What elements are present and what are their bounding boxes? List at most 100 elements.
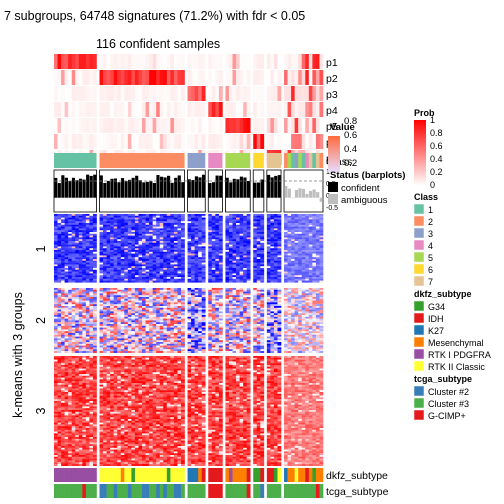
heatmap-cell bbox=[110, 253, 114, 256]
prob-cell bbox=[120, 102, 125, 117]
heatmap-cell bbox=[191, 262, 195, 265]
heatmap-cell bbox=[315, 244, 320, 247]
heatmap-cell bbox=[298, 232, 303, 234]
heatmap-cell bbox=[166, 343, 171, 346]
heatmap-cell bbox=[211, 221, 216, 224]
heatmap-cell bbox=[266, 275, 271, 278]
heatmap-cell bbox=[228, 232, 233, 234]
heatmap-cell bbox=[134, 288, 139, 290]
heatmap-cell bbox=[163, 257, 168, 260]
heatmap-cell bbox=[64, 248, 69, 251]
heatmap-cell bbox=[170, 289, 175, 292]
prob-cell bbox=[305, 86, 310, 101]
heatmap-cell bbox=[291, 275, 295, 278]
heatmap-cell bbox=[75, 248, 80, 251]
heatmap-cell bbox=[156, 329, 161, 332]
heatmap-cell bbox=[145, 288, 150, 290]
heatmap-cell bbox=[110, 224, 114, 227]
heatmap-cell bbox=[287, 246, 292, 249]
heatmap-cell bbox=[57, 288, 62, 290]
heatmap-cell bbox=[218, 226, 223, 229]
prob-cell bbox=[127, 54, 132, 69]
heatmap-cell bbox=[298, 278, 303, 281]
heatmap-cell bbox=[236, 233, 240, 236]
heatmap-cell bbox=[236, 248, 240, 251]
heatmap-cell bbox=[124, 288, 129, 290]
heatmap-cell bbox=[103, 333, 107, 335]
heatmap-cell bbox=[57, 275, 62, 278]
heatmap-cell bbox=[61, 214, 65, 216]
heatmap-cell bbox=[173, 324, 178, 326]
heatmap-cell bbox=[131, 246, 136, 249]
heatmap-cell bbox=[103, 322, 107, 325]
heatmap-cell bbox=[273, 244, 278, 247]
prob-cell bbox=[301, 102, 306, 117]
heatmap-cell bbox=[131, 237, 136, 240]
heatmap-cell bbox=[201, 219, 206, 222]
heatmap-cell bbox=[89, 233, 94, 236]
heatmap-cell bbox=[64, 224, 69, 227]
heatmap-cell bbox=[124, 223, 129, 225]
heatmap-cell bbox=[92, 237, 97, 240]
heatmap-cell bbox=[117, 241, 122, 243]
heatmap-cell bbox=[61, 327, 65, 330]
prob-cell bbox=[82, 70, 87, 85]
heatmap-cell bbox=[106, 280, 111, 283]
heatmap-cell bbox=[287, 239, 292, 242]
heatmap-cell bbox=[243, 239, 247, 242]
heatmap-cell bbox=[103, 257, 107, 260]
heatmap-cell bbox=[294, 237, 299, 240]
heatmap-cell bbox=[218, 242, 223, 245]
heatmap-cell bbox=[68, 273, 73, 276]
heatmap-cell bbox=[191, 253, 195, 256]
heatmap-cell bbox=[71, 307, 76, 310]
heatmap-cell bbox=[215, 291, 220, 294]
heatmap-cell bbox=[61, 313, 65, 316]
heatmap-cell bbox=[243, 241, 247, 243]
heatmap-cell bbox=[106, 237, 111, 240]
heatmap-cell bbox=[198, 313, 203, 316]
heatmap-cell bbox=[106, 233, 111, 236]
heatmap-cell bbox=[236, 280, 240, 283]
heatmap-cell bbox=[191, 324, 195, 326]
prob-cell bbox=[106, 70, 111, 85]
heatmap-cell bbox=[201, 307, 206, 310]
heatmap-cell bbox=[68, 340, 73, 343]
heatmap-cell bbox=[228, 235, 233, 238]
heatmap-cell bbox=[181, 259, 185, 261]
heatmap-cell bbox=[117, 217, 122, 220]
heatmap-cell bbox=[54, 315, 58, 317]
heatmap-cell bbox=[305, 235, 310, 238]
heatmap-cell bbox=[85, 223, 90, 225]
heatmap-cell bbox=[82, 343, 87, 346]
heatmap-cell bbox=[57, 295, 62, 298]
heatmap-cell bbox=[92, 313, 97, 316]
heatmap-cell bbox=[64, 215, 69, 218]
heatmap-cell bbox=[198, 309, 203, 312]
heatmap-cell bbox=[127, 237, 132, 240]
heatmap-cell bbox=[64, 269, 69, 272]
heatmap-cell bbox=[145, 214, 150, 216]
heatmap-cell bbox=[145, 313, 150, 316]
heatmap-cell bbox=[319, 259, 324, 261]
heatmap-cell bbox=[71, 325, 76, 328]
heatmap-cell bbox=[110, 289, 114, 292]
heatmap-cell bbox=[163, 260, 168, 263]
heatmap-cell bbox=[156, 219, 161, 222]
heatmap-cell bbox=[173, 217, 178, 220]
heatmap-cell bbox=[191, 349, 195, 352]
heatmap-cell bbox=[103, 324, 107, 326]
heatmap-cell bbox=[270, 262, 275, 265]
heatmap-cell bbox=[156, 269, 161, 272]
heatmap-cell bbox=[61, 298, 65, 301]
heatmap-cell bbox=[218, 309, 223, 312]
heatmap-cell bbox=[284, 260, 288, 263]
heatmap-cell bbox=[291, 253, 295, 256]
heatmap-cell bbox=[138, 264, 143, 267]
heatmap-cell bbox=[99, 233, 104, 236]
heatmap-cell bbox=[57, 259, 62, 261]
heatmap-cell bbox=[218, 269, 223, 272]
heatmap-cell bbox=[181, 257, 185, 260]
heatmap-cell bbox=[145, 298, 150, 301]
heatmap-cell bbox=[218, 307, 223, 310]
